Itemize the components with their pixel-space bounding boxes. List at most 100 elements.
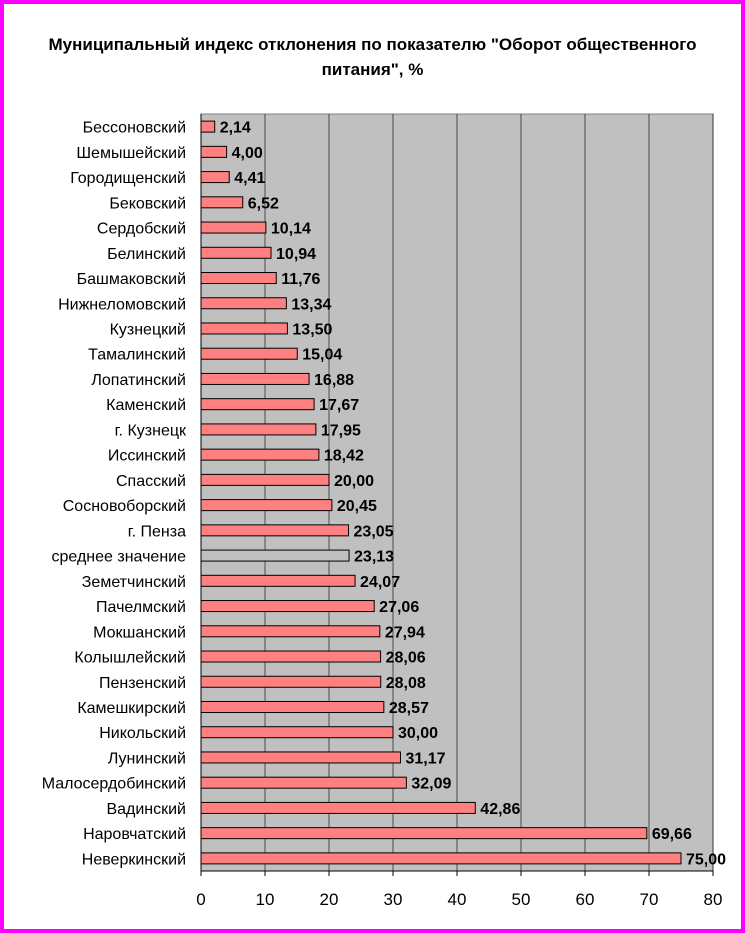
category-label: среднее значение — [52, 549, 187, 566]
category-label: Белинский — [107, 246, 186, 263]
bar-value-label: 17,67 — [319, 397, 359, 414]
bar-value-label: 6,52 — [248, 195, 279, 212]
category-label: Земетчинский — [82, 574, 186, 591]
bar — [200, 246, 272, 259]
bar — [200, 675, 382, 688]
bar-value-label: 27,06 — [379, 599, 419, 616]
bar — [200, 852, 682, 865]
category-label: Колышлейский — [74, 650, 186, 667]
bar — [200, 574, 356, 587]
category-label: Лопатинский — [91, 372, 186, 389]
bar — [200, 650, 382, 663]
bar-value-label: 32,09 — [411, 776, 451, 793]
bar — [200, 726, 394, 739]
category-label: Башмаковский — [77, 271, 186, 288]
bar-value-label: 69,66 — [652, 826, 692, 843]
bar — [200, 549, 350, 562]
bar-value-label: 20,45 — [337, 498, 377, 515]
bar — [200, 700, 385, 713]
category-label: Сердобский — [97, 221, 186, 238]
bar-value-label: 23,13 — [354, 549, 394, 566]
category-label: Кузнецкий — [110, 321, 186, 338]
bar-value-label: 4,00 — [232, 145, 263, 162]
bar — [200, 372, 310, 385]
bar-value-label: 13,34 — [291, 296, 331, 313]
category-label: Каменский — [106, 397, 186, 414]
bar-value-label: 17,95 — [321, 422, 361, 439]
category-label: Никольский — [99, 725, 186, 742]
bar-value-label: 11,76 — [281, 271, 320, 288]
bar-value-label: 28,08 — [386, 675, 426, 692]
bar-value-label: 75,00 — [686, 851, 726, 868]
category-label: г. Пенза — [128, 523, 186, 540]
category-label: Вадинский — [106, 801, 186, 818]
category-label: Нижнеломовский — [58, 296, 186, 313]
category-label: Бессоновский — [83, 120, 186, 137]
x-tick-label: 10 — [256, 890, 275, 909]
bar-value-label: 28,57 — [389, 700, 429, 717]
bar — [200, 473, 330, 486]
bar-value-label: 13,50 — [292, 321, 332, 338]
bar-value-label: 2,14 — [220, 120, 251, 137]
bar-value-label: 4,41 — [234, 170, 265, 187]
category-label: Малосердобинский — [42, 776, 186, 793]
x-tick-label: 80 — [704, 890, 723, 909]
category-label: г. Кузнецк — [115, 422, 187, 439]
x-tick-label: 70 — [640, 890, 659, 909]
bar — [200, 322, 288, 335]
bar — [200, 272, 277, 285]
category-label: Иссинский — [108, 448, 186, 465]
category-label: Бековский — [109, 195, 186, 212]
bar — [200, 776, 407, 789]
x-tick-label: 0 — [196, 890, 205, 909]
x-tick-label: 60 — [576, 890, 595, 909]
bar — [200, 120, 216, 133]
category-label: Лунинский — [108, 750, 186, 767]
bar-value-label: 28,06 — [386, 650, 426, 667]
bar — [200, 297, 287, 310]
category-label: Шемышейский — [76, 145, 186, 162]
bar-value-label: 18,42 — [324, 448, 364, 465]
category-label: Сосновоборский — [63, 498, 186, 515]
bar — [200, 448, 320, 461]
x-tick-label: 50 — [512, 890, 531, 909]
category-label: Камешкирский — [77, 700, 186, 717]
x-tick-label: 40 — [448, 890, 467, 909]
category-label: Пачелмский — [96, 599, 186, 616]
category-label: Пензенский — [99, 675, 186, 692]
bar-value-label: 24,07 — [360, 574, 400, 591]
bar-value-label: 16,88 — [314, 372, 354, 389]
bar-value-label: 31,17 — [405, 750, 445, 767]
bar — [200, 827, 648, 840]
bar — [200, 171, 230, 184]
bar-value-label: 30,00 — [398, 725, 438, 742]
bar — [200, 347, 298, 360]
bar-value-label: 10,14 — [271, 221, 311, 238]
bar — [200, 398, 315, 411]
bar-value-label: 20,00 — [334, 473, 374, 490]
bar — [200, 499, 333, 512]
category-label: Наровчатский — [83, 826, 186, 843]
category-label: Мокшанский — [93, 624, 186, 641]
chart-title: Муниципальный индекс отклонения по показ… — [48, 35, 697, 79]
x-tick-label: 30 — [384, 890, 403, 909]
bar-value-label: 10,94 — [276, 246, 316, 263]
category-label: Неверкинский — [82, 851, 186, 868]
category-label: Городищенский — [70, 170, 186, 187]
bar — [200, 524, 350, 537]
x-tick-label: 20 — [320, 890, 339, 909]
bar — [200, 145, 228, 158]
bar — [200, 751, 401, 764]
bar — [200, 221, 267, 234]
bar — [200, 801, 476, 814]
bar-value-label: 23,05 — [354, 523, 394, 540]
bar — [200, 196, 244, 209]
bar — [200, 625, 381, 638]
bar-value-label: 27,94 — [385, 624, 425, 641]
category-label: Спасский — [116, 473, 186, 490]
bar-value-label: 42,86 — [480, 801, 520, 818]
bar-value-label: 15,04 — [302, 347, 342, 364]
category-label: Тамалинский — [88, 347, 186, 364]
bar — [200, 423, 317, 436]
